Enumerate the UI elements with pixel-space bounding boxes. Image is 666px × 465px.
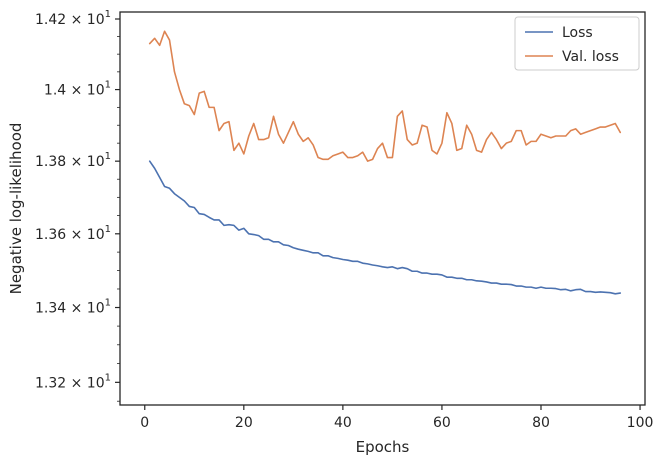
x-tick-label: 100 [627, 415, 654, 431]
x-tick-label: 20 [235, 415, 253, 431]
legend: Loss Val. loss [514, 16, 640, 71]
series-line-val-loss [148, 30, 622, 162]
legend-label-val-loss: Val. loss [562, 49, 619, 65]
y-tick-label: 1.32 × 101 [35, 372, 111, 391]
x-tick-label: 80 [532, 415, 550, 431]
y-tick-label: 1.34 × 101 [35, 298, 111, 317]
series-lines [148, 30, 622, 295]
x-tick-label: 60 [433, 415, 451, 431]
plot-area-frame [119, 11, 646, 406]
y-tick-label: 1.38 × 101 [35, 151, 111, 170]
x-tick-label: 0 [140, 415, 149, 431]
y-axis-label: Negative log-likelihood [7, 123, 25, 295]
y-tick-label: 1.42 × 101 [35, 9, 111, 28]
x-tick-label: 40 [334, 415, 352, 431]
x-axis-ticks: 0 20 40 60 80 100 [140, 405, 653, 431]
y-tick-label: 1.36 × 101 [35, 224, 111, 243]
x-axis-label: Epochs [356, 438, 410, 456]
series-line-loss [148, 160, 622, 295]
y-tick-label: 1.4 × 101 [44, 80, 111, 99]
y-axis-ticks: 1.32 × 101 1.34 × 101 1.36 × 101 1.38 × 101… [35, 9, 120, 402]
legend-label-loss: Loss [562, 25, 593, 41]
